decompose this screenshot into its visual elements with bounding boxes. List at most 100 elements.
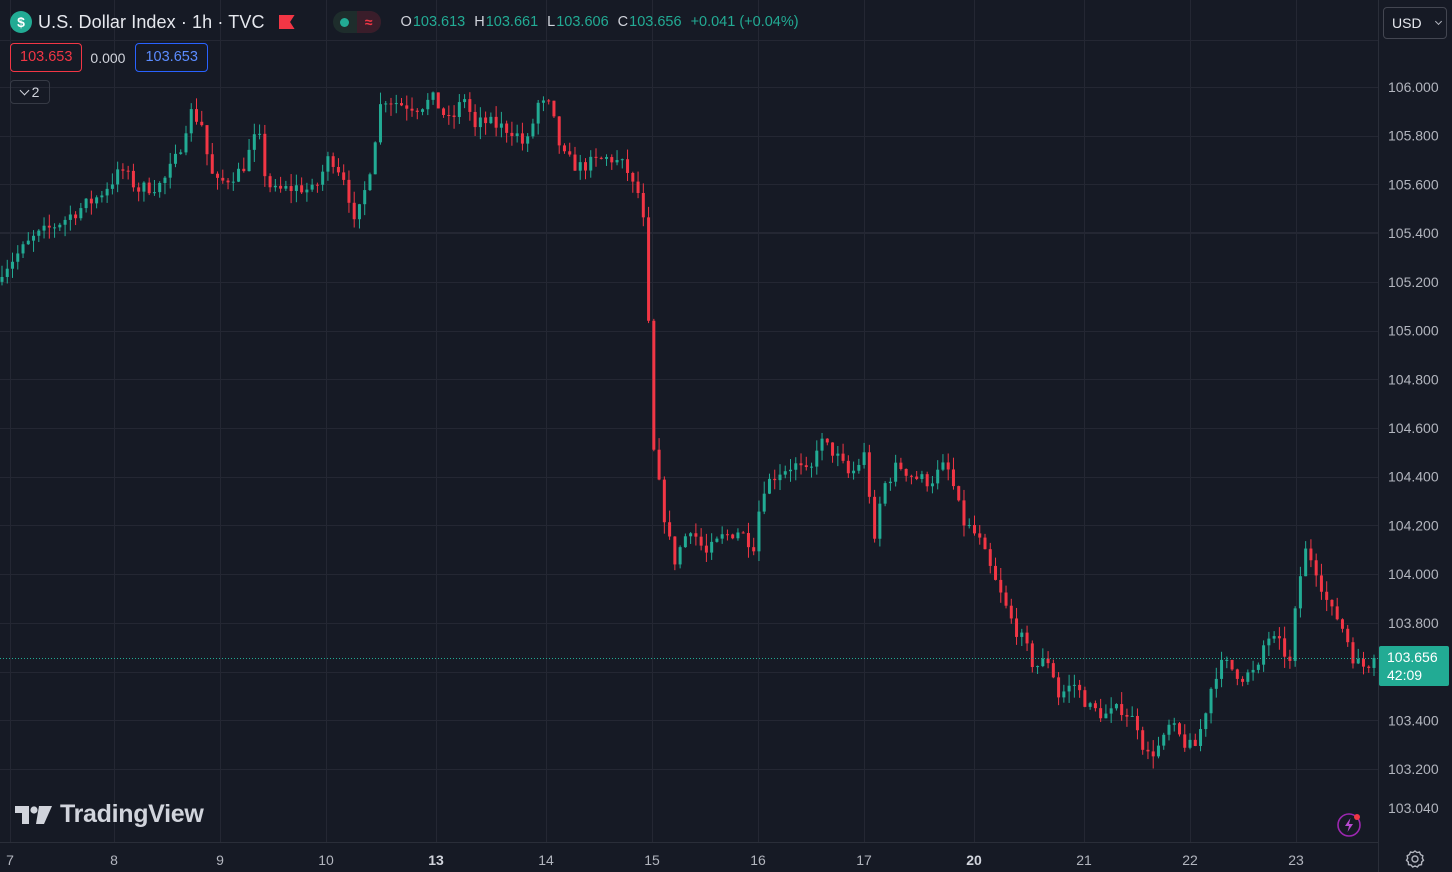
candle [815, 440, 819, 475]
price-axis[interactable]: 106.000 105.800 105.600 105.400 105.200 105.0… [1388, 79, 1439, 816]
candle [894, 454, 898, 487]
candle [494, 106, 498, 137]
candle [294, 174, 298, 203]
candle [42, 217, 46, 239]
candle [888, 477, 892, 491]
candle [678, 545, 682, 569]
candle [925, 471, 929, 492]
candle [773, 469, 777, 490]
candle [1272, 631, 1276, 643]
candle [862, 442, 866, 469]
candle [626, 149, 630, 182]
candle [583, 158, 587, 180]
candle [515, 124, 519, 143]
candle [741, 530, 745, 534]
chevron-down-icon [19, 85, 30, 95]
candle [131, 163, 135, 192]
candle [499, 111, 503, 138]
candle [79, 202, 83, 221]
candle [1172, 717, 1176, 732]
candle [58, 222, 62, 231]
candle [431, 91, 435, 105]
candle [736, 528, 740, 541]
candle [16, 245, 20, 270]
dollar-icon[interactable]: $ [10, 11, 32, 33]
candle [1199, 719, 1203, 752]
candle [247, 138, 251, 172]
candle [168, 152, 172, 189]
candle [704, 533, 708, 562]
gear-icon[interactable] [1405, 849, 1425, 869]
candle [173, 144, 177, 168]
flag-icon[interactable] [278, 15, 295, 29]
candle [1330, 599, 1334, 616]
lightning-icon[interactable] [1336, 812, 1362, 838]
candle [405, 95, 409, 121]
candle [710, 533, 714, 560]
candle [1025, 625, 1029, 651]
candle [11, 252, 15, 278]
candle [252, 123, 256, 162]
candle [699, 528, 703, 551]
candle [731, 533, 735, 540]
sell-price-button[interactable]: 103.653 [10, 43, 83, 72]
candle [1167, 719, 1171, 741]
candle [1046, 651, 1050, 669]
candle [1162, 732, 1166, 750]
candle [557, 116, 561, 154]
tradingview-branding[interactable]: TradingView [15, 800, 204, 829]
candle [1309, 539, 1313, 568]
candle [599, 156, 603, 160]
time-axis[interactable]: 7 8 9 10 13 14 15 16 17 20 21 22 23 [6, 852, 1304, 868]
candle [531, 118, 535, 139]
time-tick-label: 20 [966, 852, 982, 868]
candle [1088, 701, 1092, 710]
candle [1078, 679, 1082, 698]
candle [1204, 712, 1208, 737]
candle [263, 124, 267, 187]
candle [5, 259, 9, 284]
candle [946, 453, 950, 481]
candle [1057, 672, 1061, 706]
candle [210, 142, 214, 174]
indicators-toggle-button[interactable]: 2 [10, 80, 50, 104]
candle [84, 198, 88, 213]
candle [410, 97, 414, 117]
bar-countdown: 42:09 [1387, 667, 1423, 683]
price-tick-label: 105.400 [1388, 225, 1439, 241]
candle [421, 108, 425, 116]
candle [930, 475, 934, 494]
candle [662, 476, 666, 534]
candle [1093, 700, 1097, 712]
candle [1304, 541, 1308, 577]
market-status-icon[interactable]: ≈ [332, 11, 381, 33]
time-tick-label: 7 [6, 852, 14, 868]
candle [300, 177, 304, 195]
candle [152, 180, 156, 196]
candle [1225, 656, 1229, 669]
candle [978, 525, 982, 545]
candle [1361, 651, 1365, 675]
candle [352, 191, 356, 228]
candle [89, 190, 93, 215]
candle [752, 537, 756, 556]
candle [536, 99, 540, 135]
candle [967, 518, 971, 529]
buy-price-button[interactable]: 103.653 [135, 43, 208, 72]
price-tick-label: 105.200 [1388, 274, 1439, 290]
symbol-title[interactable]: U.S. Dollar Index · 1h · TVC [38, 11, 265, 32]
time-tick-label: 8 [110, 852, 118, 868]
candle [510, 121, 514, 146]
candle [68, 205, 72, 231]
candle [831, 442, 835, 463]
time-tick-label: 9 [216, 852, 224, 868]
candle [846, 455, 850, 478]
chevron-down-icon [1434, 17, 1442, 26]
candle [615, 150, 619, 166]
candle [757, 500, 761, 562]
candle [568, 142, 572, 157]
candle [909, 474, 913, 485]
currency-selector[interactable]: USD [1383, 7, 1447, 39]
candle [289, 174, 293, 204]
